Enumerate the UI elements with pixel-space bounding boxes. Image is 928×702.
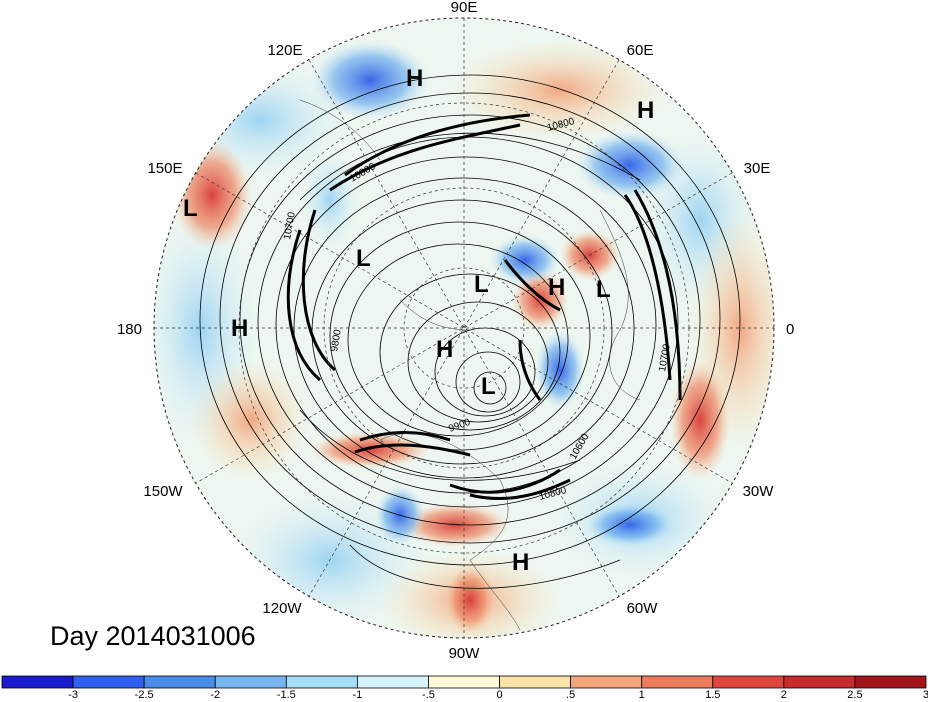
colorbar-tick-label: 1 xyxy=(639,689,645,701)
lon-label-150e: 150E xyxy=(147,160,182,177)
low-pressure-marker: L xyxy=(474,271,489,298)
colorbar-tick-label: .5 xyxy=(566,689,575,701)
contour-label: 9800 xyxy=(329,328,344,352)
contour-label: 10700 xyxy=(657,343,673,373)
low-pressure-marker: L xyxy=(356,245,371,272)
colorbar-swatch xyxy=(783,675,856,689)
colorbar-swatch xyxy=(1,675,74,689)
colorbar-tick-label: -2 xyxy=(210,689,220,701)
lon-label-30w: 30W xyxy=(743,483,775,500)
lon-label-120w: 120W xyxy=(262,600,302,617)
lon-label-60e: 60E xyxy=(627,42,654,59)
lon-label-120e: 120E xyxy=(267,42,302,59)
colorbar-swatch xyxy=(854,675,927,689)
high-pressure-marker: H xyxy=(548,274,565,301)
colorbar-tick-label: 3 xyxy=(923,689,928,701)
colorbar-swatch xyxy=(214,675,287,689)
lon-label-60w: 60W xyxy=(627,600,659,617)
high-pressure-marker: H xyxy=(406,65,423,92)
colorbar-tick-label: 2.5 xyxy=(847,689,862,701)
colorbar-tick-label: -2.5 xyxy=(135,689,154,701)
colorbar-tick-label: 1.5 xyxy=(705,689,720,701)
low-pressure-marker: L xyxy=(183,195,198,222)
longitude-labels: 90E 60E 30E 0 30W 60W 90W 120W 150W 180 … xyxy=(117,0,794,662)
colorbar-tick-label: -1.5 xyxy=(277,689,296,701)
contour-label: 10700 xyxy=(282,211,298,241)
colorbar-swatch xyxy=(712,675,785,689)
coastlines xyxy=(299,99,641,631)
colorbar-tick-label: -1 xyxy=(352,689,362,701)
colorbar-swatch xyxy=(72,675,145,689)
colorbar: -3 -2.5 -2 -1.5 -1 -.5 0 .5 1 1.5 2 2.5 3 xyxy=(1,675,928,701)
lon-label-90e: 90E xyxy=(451,0,478,16)
globe-boundary xyxy=(153,17,775,639)
colorbar-swatch xyxy=(570,675,643,689)
colorbar-tick-label: 0 xyxy=(496,689,502,701)
day-label: Day 2014031006 xyxy=(50,621,256,651)
colorbar-tick-label: -.5 xyxy=(422,689,435,701)
pressure-markers: H H L H L L H L H L H xyxy=(183,65,654,576)
high-pressure-marker: H xyxy=(436,336,453,363)
lon-label-90w: 90W xyxy=(449,645,481,662)
high-pressure-marker: H xyxy=(637,97,654,124)
colorbar-swatch xyxy=(285,675,358,689)
jet-stream-contours xyxy=(286,113,682,501)
lon-label-0: 0 xyxy=(786,321,794,338)
high-pressure-marker: H xyxy=(512,549,529,576)
colorbar-swatch xyxy=(641,675,714,689)
colorbar-swatch xyxy=(143,675,216,689)
lat-lon-grid xyxy=(154,18,774,638)
colorbar-swatch xyxy=(428,675,500,689)
colorbar-tick-label: 2 xyxy=(781,689,787,701)
colorbar-swatch xyxy=(499,675,572,689)
low-pressure-marker: L xyxy=(596,276,611,303)
high-pressure-marker: H xyxy=(231,315,248,342)
low-pressure-marker: L xyxy=(481,373,496,400)
lon-label-180: 180 xyxy=(117,321,142,338)
lon-label-150w: 150W xyxy=(143,483,183,500)
colorbar-tick-label: -3 xyxy=(68,689,78,701)
contour-labels: 10800 9800 9900 10700 10600 10800 10700 … xyxy=(282,116,673,503)
lon-label-30e: 30E xyxy=(744,160,771,177)
colorbar-swatch xyxy=(356,675,429,689)
